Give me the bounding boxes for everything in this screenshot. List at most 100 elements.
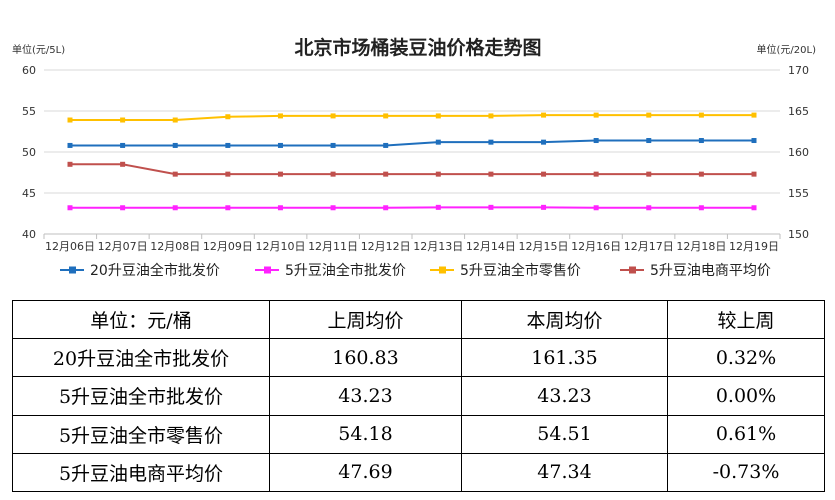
data-point: [330, 171, 336, 177]
this-week-price: 161.35: [461, 337, 668, 378]
legend-swatch-marker: [69, 266, 76, 274]
data-point: [751, 205, 757, 211]
series-line-2: [70, 114, 754, 122]
data-point: [67, 205, 73, 211]
data-point: [383, 113, 389, 119]
data-point: [330, 142, 336, 148]
x-axis-ticks: 12月06日 12月07日 12月08日 12月09日 12月10日 12月11日 12月1…: [43, 234, 781, 253]
data-point: [698, 112, 704, 118]
legend-swatch-marker: [264, 266, 271, 274]
price-trend-chart: 北京市场桶装豆油价格走势图 单位(元/5L) 单位(元/20L) 40 45 50 5…: [12, 36, 817, 279]
data-point: [698, 138, 704, 144]
y-right-tick-label: 165: [788, 105, 809, 118]
data-point: [172, 205, 178, 211]
legend-swatch-marker: [439, 266, 446, 274]
data-point: [277, 113, 283, 119]
data-point: [751, 171, 757, 177]
table-header-row: 单位：元/桶 上周均价 本周均价 较上周: [12, 300, 825, 339]
data-point: [225, 171, 231, 177]
this-week-price: 43.23: [461, 376, 668, 416]
last-week-price: 160.83: [269, 337, 462, 378]
header-cell-change: 较上周: [667, 300, 825, 339]
y-left-tick-label: 60: [22, 64, 36, 77]
y-right-tick-label: 160: [788, 146, 809, 159]
x-tick-label: 12月16日: [571, 240, 621, 253]
data-point: [698, 205, 704, 211]
data-point: [120, 142, 126, 148]
table-row: 5升豆油全市零售价 54.18 54.51 0.61%: [12, 414, 825, 454]
data-point: [698, 171, 704, 177]
data-point: [435, 139, 441, 145]
data-point: [646, 112, 652, 118]
x-tick-label: 12月11日: [308, 240, 358, 253]
data-point: [751, 112, 757, 118]
x-tick-label: 12月08日: [150, 240, 200, 253]
x-tick-label: 12月06日: [45, 240, 95, 253]
data-point: [435, 113, 441, 119]
table-row: 5升豆油全市批发价 43.23 43.23 0.00%: [12, 376, 825, 416]
data-point: [593, 112, 599, 118]
x-tick-label: 12月10日: [255, 240, 305, 253]
data-point: [120, 205, 126, 211]
legend-label: 20升豆油全市批发价: [90, 262, 220, 279]
y-axis-ticks: 40 45 50 55 60 150 155 160 165 170: [22, 64, 809, 241]
x-tick-label: 12月07日: [98, 240, 148, 253]
data-point: [383, 142, 389, 148]
row-label: 20升豆油全市批发价: [12, 337, 270, 378]
data-point: [277, 142, 283, 148]
data-point: [593, 205, 599, 211]
series-line-3: [70, 163, 754, 176]
data-point: [593, 138, 599, 144]
y-right-tick-label: 150: [788, 228, 809, 241]
x-tick-label: 12月19日: [729, 240, 779, 253]
data-point: [330, 113, 336, 119]
x-tick-label: 12月15日: [519, 240, 569, 253]
data-point: [225, 142, 231, 148]
header-cell-this-week: 本周均价: [461, 300, 668, 339]
this-week-price: 54.51: [461, 414, 668, 454]
last-week-price: 47.69: [269, 452, 462, 493]
data-point: [593, 171, 599, 177]
data-point: [67, 117, 73, 123]
legend-label: 5升豆油全市零售价: [460, 262, 581, 279]
data-point: [383, 205, 389, 211]
data-point: [541, 204, 547, 210]
header-cell-unit: 单位：元/桶: [12, 300, 270, 339]
y-right-unit-label: 单位(元/20L): [757, 43, 817, 56]
x-tick-label: 12月13日: [413, 240, 463, 253]
week-change: 0.61%: [667, 414, 825, 454]
y-left-tick-label: 55: [22, 105, 36, 118]
data-point: [541, 112, 547, 118]
row-label: 5升豆油电商平均价: [12, 452, 270, 493]
data-point: [435, 171, 441, 177]
data-point: [67, 161, 73, 167]
y-left-unit-label: 单位(元/5L): [12, 43, 65, 56]
data-point: [488, 204, 494, 210]
series-line-0: [70, 139, 754, 147]
data-point: [172, 117, 178, 123]
price-summary-table: 单位：元/桶 上周均价 本周均价 较上周 20升豆油全市批发价 160.83 1…: [12, 300, 825, 493]
chart-legend: 20升豆油全市批发价 5升豆油全市批发价 5升豆油全市零售价 5升豆油电商平均价: [60, 262, 771, 279]
y-left-tick-label: 50: [22, 146, 36, 159]
this-week-price: 47.34: [461, 452, 668, 493]
x-tick-label: 12月17日: [624, 240, 674, 253]
data-point: [172, 142, 178, 148]
data-point: [330, 205, 336, 211]
data-point: [646, 171, 652, 177]
data-point: [67, 142, 73, 148]
data-point: [646, 138, 652, 144]
data-point: [172, 171, 178, 177]
y-left-tick-label: 45: [22, 187, 36, 200]
row-label: 5升豆油全市批发价: [12, 376, 270, 416]
legend-swatch-marker: [629, 266, 636, 274]
data-point: [225, 114, 231, 120]
data-point: [383, 171, 389, 177]
last-week-price: 43.23: [269, 376, 462, 416]
data-point: [277, 171, 283, 177]
data-point: [646, 205, 652, 211]
x-tick-label: 12月14日: [466, 240, 516, 253]
chart-title: 北京市场桶装豆油价格走势图: [294, 36, 541, 59]
row-label: 5升豆油全市零售价: [12, 414, 270, 454]
legend-label: 5升豆油电商平均价: [650, 263, 771, 279]
week-change: 0.00%: [667, 376, 825, 416]
